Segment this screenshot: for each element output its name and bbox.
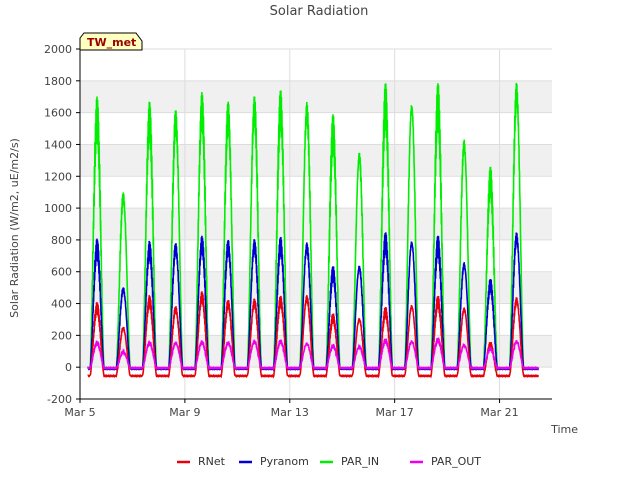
plot-background bbox=[80, 49, 552, 399]
plot-band bbox=[80, 208, 552, 240]
plot-band bbox=[80, 271, 552, 304]
axes bbox=[79, 49, 552, 400]
x-tick-label: Mar 13 bbox=[271, 406, 309, 419]
y-axis-label: Solar Radiation (W/m2, uE/m2/s) bbox=[8, 138, 21, 318]
series-line-rnet bbox=[87, 291, 540, 379]
legend: RNet Pyranom PAR_IN PAR_OUT bbox=[177, 455, 481, 468]
y-tick-label: 1200 bbox=[44, 170, 72, 183]
x-axis-ticks: Mar 5 Mar 9 Mar 13 Mar 17 Mar 21 bbox=[64, 399, 519, 419]
y-tick-label: 800 bbox=[51, 234, 72, 247]
station-label: TW_met bbox=[87, 36, 136, 49]
y-tick-label: 400 bbox=[51, 298, 72, 311]
series-line-par-out bbox=[87, 337, 540, 371]
x-axis-label: Time bbox=[550, 423, 578, 436]
chart-title: Solar Radiation bbox=[270, 4, 369, 19]
plot-band bbox=[80, 144, 552, 177]
x-tick-label: Mar 9 bbox=[169, 406, 200, 419]
legend-label-rnet: RNet bbox=[198, 455, 226, 468]
y-tick-label: 1600 bbox=[44, 107, 72, 120]
legend-label-par-out: PAR_OUT bbox=[431, 455, 481, 468]
legend-label-pyranom: Pyranom bbox=[260, 455, 309, 468]
y-tick-label: 1400 bbox=[44, 138, 72, 151]
x-tick-label: Mar 5 bbox=[64, 406, 95, 419]
y-tick-label: -200 bbox=[47, 393, 72, 406]
y-tick-label: 1000 bbox=[44, 202, 72, 215]
plot-band bbox=[80, 335, 552, 368]
y-tick-label: 0 bbox=[65, 361, 72, 374]
y-tick-label: 600 bbox=[51, 266, 72, 279]
y-tick-label: 200 bbox=[51, 329, 72, 342]
legend-label-par-in: PAR_IN bbox=[341, 455, 379, 468]
station-label-frame bbox=[79, 32, 143, 51]
x-tick-label: Mar 17 bbox=[376, 406, 414, 419]
y-axis-ticks: -200 0 200 400 600 800 1000 1200 1400 1600 1800 200… bbox=[44, 43, 80, 406]
station-label-box: TW_met bbox=[79, 32, 143, 51]
y-tick-label: 2000 bbox=[44, 43, 72, 56]
x-tick-label: Mar 21 bbox=[480, 406, 518, 419]
series-layer bbox=[87, 82, 540, 379]
plot-band bbox=[80, 80, 552, 113]
y-tick-label: 1800 bbox=[44, 75, 72, 88]
